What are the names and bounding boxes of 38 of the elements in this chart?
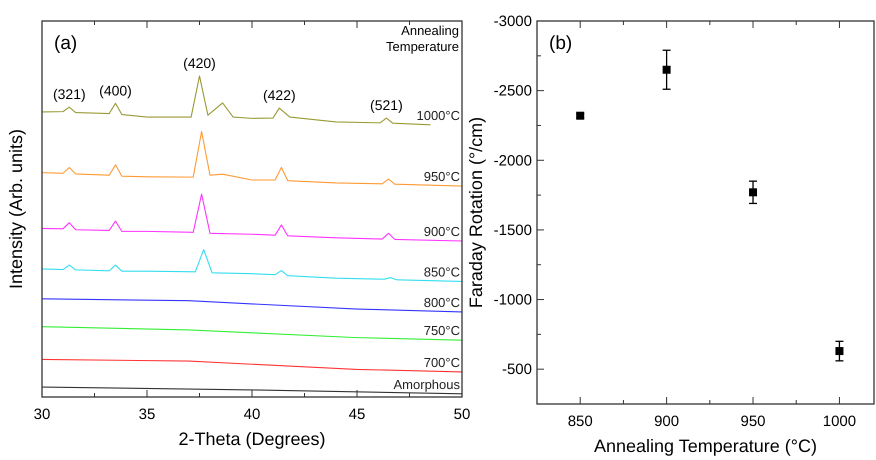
text: (a) [54,33,78,54]
series-label: Amorphous [394,376,460,392]
series-label: 850°C [424,264,460,280]
point [749,188,758,196]
x-axis-title: Annealing Temperature (°C) [594,436,817,456]
annotation: (521) [370,97,403,114]
x-tick-label: 900 [654,413,680,430]
y-axis-title: Faraday Rotation (°/cm) [466,116,486,308]
legend-title: Annealing Temperature [386,23,459,54]
x-tick-label: 35 [138,406,156,423]
x-axis-title: 2-Theta (Degrees) [178,429,326,449]
annotation: (400) [99,82,132,98]
annotation: (420) [183,55,216,71]
series-label: 950°C [424,169,460,184]
x-tick-label: 1000 [822,413,856,430]
x-tick-label: 850 [568,413,593,430]
x-tick-label: 40 [244,406,260,423]
y-tick-label: -500 [502,361,532,378]
series-label: 800°C [424,294,460,310]
y-axis-title: Intensity (Arb. units) [6,128,26,290]
point [662,66,671,74]
y-tick-label: -2500 [494,82,532,100]
x-tick-label: 45 [348,406,366,423]
y-tick-label: -1500 [494,222,532,239]
annotation: (321) [52,86,86,102]
annotation: (422) [262,87,296,104]
x-tick-label: 950 [740,413,766,430]
y-tick-label: -1000 [494,292,532,309]
y-tick-label: -2000 [494,152,532,170]
series-label: 750°C [424,323,460,338]
point [835,347,844,356]
y-tick-label: -3000 [494,13,532,30]
series-label: 1000°C [416,108,460,123]
x-tick-label: 50 [454,406,470,423]
series-label: 900°C [424,224,460,239]
x-tick-label: 30 [34,406,50,423]
annotation: (b) [549,33,572,54]
series-label: 700°C [424,354,460,370]
